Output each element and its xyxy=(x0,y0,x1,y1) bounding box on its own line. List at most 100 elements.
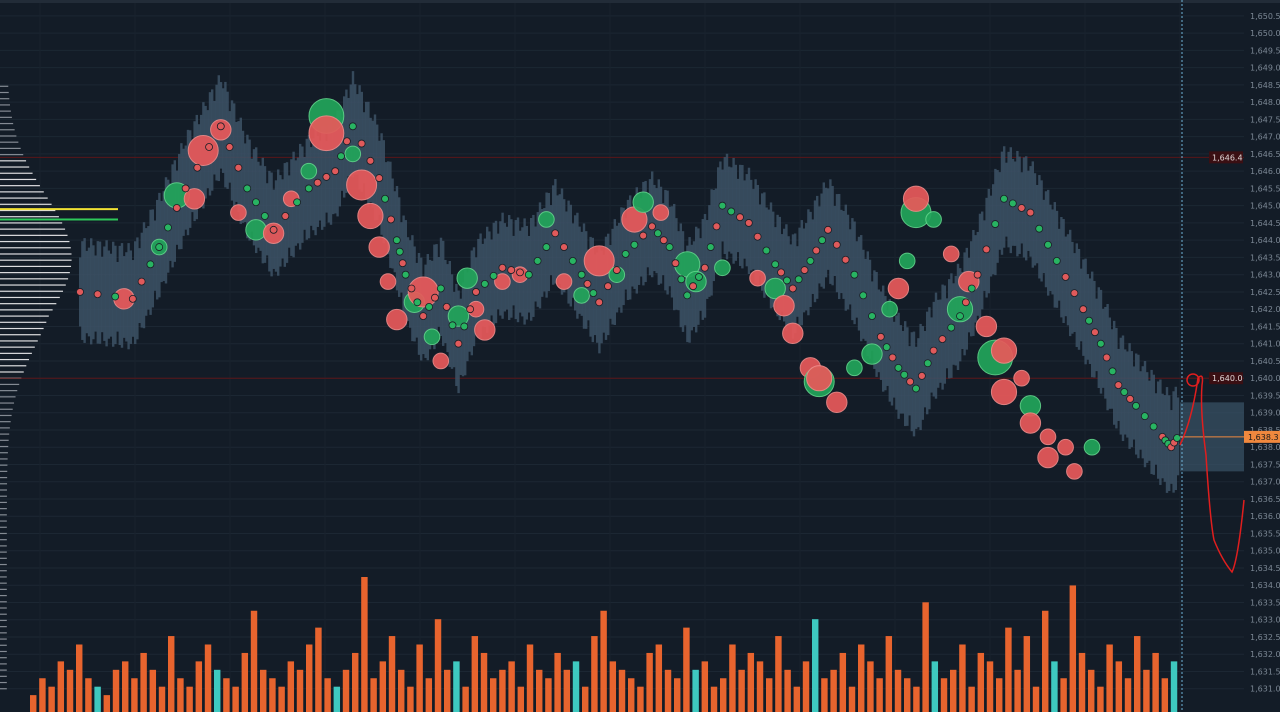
volume-bar xyxy=(398,669,405,712)
volume-bar xyxy=(1032,686,1040,712)
y-tick-label: 1,643.0 xyxy=(1250,271,1280,280)
y-tick-label: 1,642.5 xyxy=(1250,288,1280,297)
footprint-candle xyxy=(382,140,385,244)
trade-dot xyxy=(973,270,982,279)
trade-dot xyxy=(216,122,225,131)
volume-bar xyxy=(959,644,966,712)
footprint-candle xyxy=(356,94,359,175)
footprint-candle xyxy=(290,159,293,256)
trade-dot xyxy=(938,335,947,343)
volume-bar xyxy=(674,678,681,712)
profile-bar xyxy=(0,563,7,566)
volume-bar xyxy=(66,669,74,712)
footprint-candle xyxy=(754,179,757,284)
footprint-candle xyxy=(87,247,91,337)
footprint-candle xyxy=(1150,369,1153,475)
y-tick-label: 1,635.0 xyxy=(1250,547,1280,556)
footprint-candle xyxy=(992,184,995,275)
footprint-candle xyxy=(1080,268,1083,342)
profile-bar xyxy=(0,613,7,615)
volume-bar xyxy=(260,669,267,712)
profile-bar xyxy=(0,582,7,584)
footprint-candle xyxy=(895,315,898,410)
footprint-candle xyxy=(989,195,993,277)
footprint-candle xyxy=(85,250,88,334)
trade-dot xyxy=(269,225,278,234)
trade-dot xyxy=(929,346,938,355)
volume-bar xyxy=(637,686,644,712)
volume-bar xyxy=(1170,661,1178,712)
profile-bar xyxy=(0,439,9,441)
footprint-candle xyxy=(1139,371,1142,450)
profile-highlight xyxy=(0,218,118,221)
volume-bar xyxy=(683,627,690,712)
footprint-candle xyxy=(585,231,588,329)
trade-dot xyxy=(1026,208,1035,217)
price-level-label: 1,640.0 xyxy=(1212,374,1243,383)
y-tick-label: 1,636.5 xyxy=(1250,495,1280,504)
volume-bar xyxy=(388,636,396,712)
footprint-candle xyxy=(818,206,821,284)
trade-dot xyxy=(577,270,586,279)
profile-bar xyxy=(0,321,47,323)
y-tick-label: 1,643.5 xyxy=(1250,253,1280,262)
footprint-candle xyxy=(288,175,291,248)
trade-dot xyxy=(800,266,809,274)
footprint-candle xyxy=(1062,219,1065,323)
trade-dot xyxy=(1132,401,1140,410)
footprint-candle xyxy=(1033,173,1037,266)
trade-dot xyxy=(621,250,630,258)
profile-bar xyxy=(0,172,33,174)
footprint-candle xyxy=(789,244,792,326)
footprint-candle xyxy=(978,213,982,319)
footprint-candle xyxy=(761,193,764,291)
trade-dot xyxy=(128,294,137,303)
trade-dot xyxy=(876,332,885,341)
footprint-candle xyxy=(145,228,148,316)
footprint-candle xyxy=(629,195,632,300)
profile-bar xyxy=(0,141,19,143)
volume-bar xyxy=(1115,661,1123,712)
volume-bar xyxy=(563,669,571,712)
trade-dot xyxy=(181,184,190,193)
footprint-candle xyxy=(389,161,392,268)
profile-bar xyxy=(0,588,7,590)
footprint-candle xyxy=(252,149,256,246)
trade-dot xyxy=(398,259,407,268)
profile-bar xyxy=(0,85,9,87)
footprint-candle xyxy=(279,175,282,267)
footprint-candle xyxy=(998,172,1001,250)
footprint-candle xyxy=(706,220,709,299)
footprint-candle xyxy=(758,204,762,276)
trade-dot xyxy=(832,240,841,249)
profile-bar xyxy=(0,545,7,547)
trade-dot xyxy=(260,212,269,220)
price-level-tag xyxy=(1209,151,1243,164)
current-price-label: 1,638.3 xyxy=(1248,433,1279,442)
trade-dot xyxy=(381,194,389,203)
sell-bubble xyxy=(975,315,998,338)
profile-bar xyxy=(0,626,7,628)
volume-bar xyxy=(913,686,920,712)
profile-bar xyxy=(0,209,56,212)
volume-bar xyxy=(158,686,166,712)
buy-bubble xyxy=(714,259,731,277)
footprint-candle xyxy=(772,211,775,308)
footprint-candle xyxy=(107,250,110,339)
trade-dot xyxy=(407,284,416,293)
profile-bar xyxy=(0,464,8,466)
y-tick-label: 1,637.0 xyxy=(1250,478,1280,487)
footprint-candle xyxy=(884,296,887,391)
footprint-candle xyxy=(472,247,476,347)
trade-dot xyxy=(164,223,172,232)
volume-bar xyxy=(416,644,423,712)
volume-bar xyxy=(1051,661,1058,712)
footprint-candle xyxy=(602,254,605,333)
volume-bar xyxy=(628,678,635,712)
profile-bar xyxy=(0,445,9,448)
y-tick-label: 1,636.0 xyxy=(1250,512,1280,521)
trade-dot xyxy=(888,353,897,362)
footprint-candle xyxy=(684,252,687,326)
